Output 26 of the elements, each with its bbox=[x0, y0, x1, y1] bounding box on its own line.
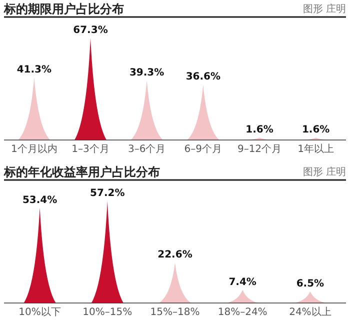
x-tick-label: 15%–18% bbox=[150, 307, 200, 318]
x-tick-label: 10%–15% bbox=[82, 307, 132, 318]
data-label: 1.6% bbox=[246, 124, 274, 136]
x-tick-label: 10%以下 bbox=[18, 306, 61, 318]
data-label: 39.3% bbox=[129, 67, 164, 78]
text: 图形 庄明 bbox=[302, 3, 346, 15]
data-label: 36.6% bbox=[186, 72, 221, 83]
data-label: 22.6% bbox=[158, 250, 192, 261]
x-tick-label: 1年以上 bbox=[298, 143, 334, 155]
chart-title: 标的年化收益率用户占比分布 bbox=[3, 165, 160, 179]
data-label: 41.3% bbox=[16, 64, 52, 76]
x-tick-label: 1个月以内 bbox=[10, 143, 58, 155]
x-tick-label: 24%以上 bbox=[289, 306, 332, 318]
x-tick-label: 18%–24% bbox=[218, 307, 268, 318]
x-tick-label: 9–12个月 bbox=[237, 143, 282, 155]
data-label: 6.5% bbox=[296, 278, 324, 290]
data-label: 67.3% bbox=[73, 25, 108, 36]
x-tick-label: 1–3个月 bbox=[72, 143, 110, 155]
data-label: 7.4% bbox=[228, 276, 256, 288]
data-label: 1.6% bbox=[302, 124, 330, 136]
data-label: 57.2% bbox=[90, 188, 125, 199]
x-tick-label: 3–6个月 bbox=[128, 143, 166, 155]
text: 图形 庄明 bbox=[302, 166, 346, 178]
x-tick-label: 6–9个月 bbox=[184, 143, 222, 155]
data-label: 53.4% bbox=[22, 194, 58, 206]
chart-title: 标的期限用户占比分布 bbox=[3, 2, 124, 16]
